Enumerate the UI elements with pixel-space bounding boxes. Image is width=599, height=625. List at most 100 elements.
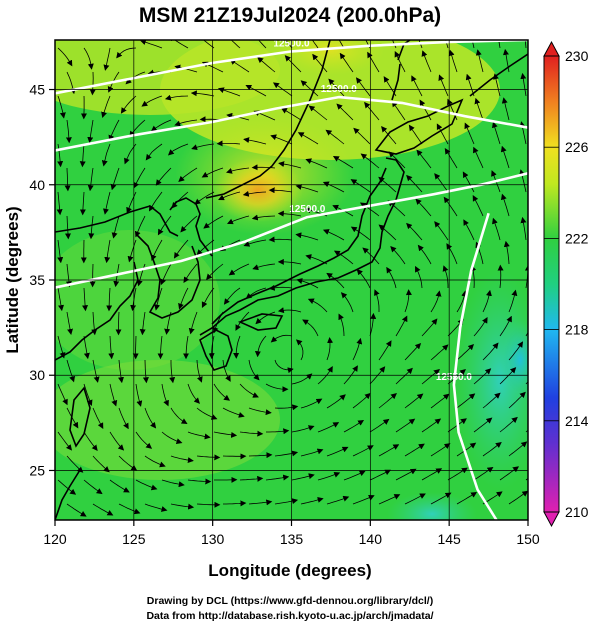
streamline (447, 467, 468, 481)
streamline (296, 278, 319, 289)
streamline (109, 431, 125, 451)
streamline (150, 119, 172, 132)
streamline (535, 242, 536, 264)
colorbar-max-triangle (543, 40, 560, 57)
streamline (508, 391, 526, 409)
streamline (111, 215, 120, 239)
streamline (223, 500, 247, 507)
streamline (243, 239, 267, 247)
streamline (473, 146, 484, 169)
colorbar-ticks: 210 214 218 222 226 230 (544, 48, 589, 520)
colorbar-tick-label: 210 (565, 504, 589, 520)
hokkaido-island (374, 98, 464, 155)
streamline (284, 55, 302, 73)
streamline (190, 90, 215, 97)
x-tick-label: 130 (201, 531, 225, 547)
streamline (508, 441, 528, 457)
streamline (91, 311, 98, 336)
streamline (300, 398, 323, 409)
streamline (239, 430, 264, 437)
streamline (277, 210, 302, 217)
streamline (456, 491, 478, 505)
streamline (245, 287, 267, 300)
streamline (57, 383, 68, 406)
streamline (66, 359, 76, 383)
streamline (462, 171, 475, 193)
streamline (274, 404, 299, 411)
streamline (216, 140, 241, 147)
streamline (307, 298, 328, 313)
streamline (101, 95, 111, 119)
streamline (317, 471, 341, 481)
streamline (229, 59, 250, 73)
streamline (116, 47, 137, 59)
streamline (300, 80, 319, 97)
streamline (499, 416, 518, 433)
streamline (434, 173, 449, 193)
streamline (482, 392, 501, 409)
coastline-honshu-sea (211, 167, 387, 325)
streamline (336, 103, 354, 121)
streamline (188, 311, 198, 335)
streamline (228, 263, 250, 276)
streamline (196, 454, 221, 461)
streamline (356, 268, 371, 289)
streamline (180, 215, 198, 233)
streamline (473, 466, 494, 481)
streamline (254, 335, 267, 358)
streamline (134, 215, 146, 238)
streamline (421, 418, 442, 433)
streamline (443, 196, 458, 217)
streamline (285, 40, 293, 49)
streamline (322, 229, 345, 241)
colorbar-tick-label: 222 (565, 230, 589, 246)
streamline (311, 40, 319, 49)
streamline (196, 501, 221, 508)
streamline (456, 393, 476, 409)
streamline (430, 290, 442, 313)
streamline (126, 191, 137, 214)
streamline (268, 236, 293, 243)
streamline (343, 419, 365, 433)
coastline-china-east (55, 261, 139, 361)
streamline (295, 184, 319, 193)
streamline (265, 474, 290, 481)
streamline (378, 340, 392, 361)
streamline (411, 75, 423, 97)
streamline (65, 119, 72, 144)
streamline (270, 134, 293, 145)
streamline (149, 191, 163, 212)
streamline (154, 287, 163, 311)
streamline (524, 40, 527, 49)
streamline (491, 121, 501, 145)
streamline (101, 143, 111, 167)
streamline (295, 232, 319, 241)
streamline (456, 290, 468, 313)
streamline (470, 264, 477, 289)
streamline (531, 146, 535, 168)
chart-title: MSM 21Z19Jul2024 (200.0hPa) (139, 4, 441, 27)
streamline (83, 47, 94, 70)
streamline (508, 490, 528, 505)
streamline (56, 191, 63, 216)
streamline (118, 359, 124, 384)
streamline (404, 289, 412, 313)
streamline (391, 100, 406, 121)
streamline (430, 344, 449, 361)
colorbar-tick-label: 214 (565, 413, 589, 429)
streamline (266, 428, 290, 435)
x-tick-label: 120 (43, 531, 67, 547)
streamline (115, 311, 122, 336)
streamline (208, 335, 215, 360)
streamline (187, 478, 212, 485)
streamline (57, 479, 77, 495)
streamline (312, 53, 328, 73)
shikoku-island (237, 313, 284, 331)
coastline-china-south (55, 469, 81, 520)
streamline (332, 156, 354, 169)
streamline (183, 263, 198, 284)
kuril-islands (469, 53, 528, 97)
streamline (89, 71, 96, 96)
streamline (160, 263, 172, 286)
streamline (57, 143, 64, 168)
